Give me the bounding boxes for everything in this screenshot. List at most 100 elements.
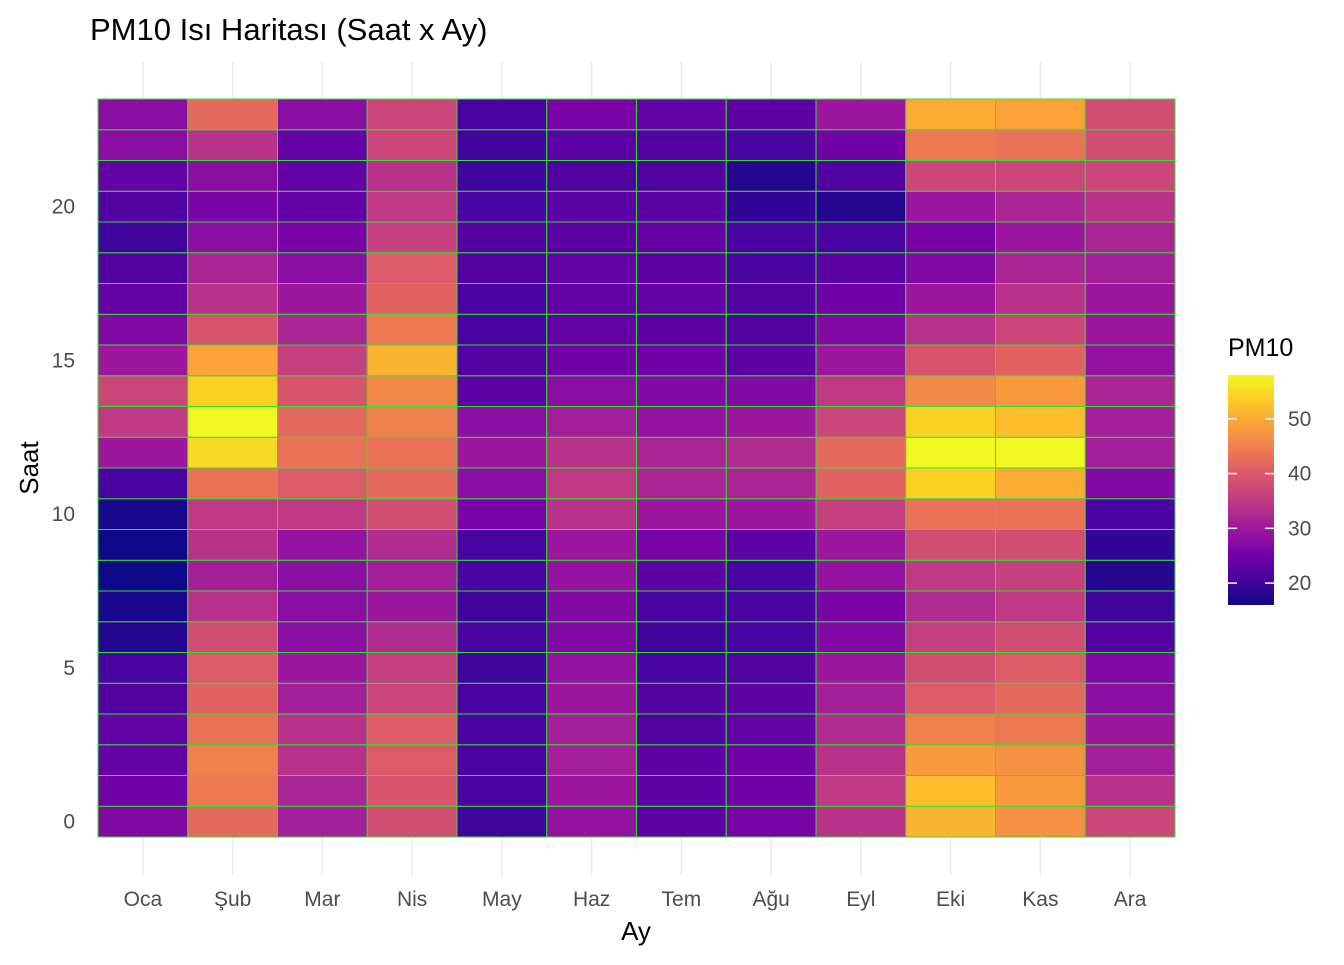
- heatmap-cell: [636, 344, 727, 377]
- heatmap-cell: [97, 313, 189, 346]
- heatmap-cell: [815, 98, 907, 131]
- heatmap-cell: [905, 252, 996, 284]
- heatmap-cell: [366, 313, 458, 346]
- heatmap-cell: [815, 682, 907, 715]
- heatmap-cell: [366, 190, 458, 223]
- heatmap-cell: [366, 283, 458, 315]
- heatmap-cell: [366, 221, 458, 254]
- heatmap-cell: [187, 252, 278, 284]
- heatmap-cell: [725, 467, 817, 500]
- heatmap-cell: [905, 805, 996, 838]
- heatmap-cell: [995, 344, 1086, 377]
- heatmap-cell: [456, 190, 548, 223]
- heatmap-cell: [366, 375, 458, 407]
- heatmap-cell: [366, 805, 458, 838]
- heatmap-cell: [366, 682, 458, 715]
- heatmap-cell: [815, 775, 907, 807]
- heatmap-cell: [187, 129, 278, 161]
- heatmap-cell: [636, 744, 727, 776]
- heatmap-cell: [1084, 805, 1176, 838]
- x-tick-label: Kas: [1022, 888, 1058, 911]
- heatmap-cell: [277, 406, 368, 438]
- heatmap-cell: [1084, 652, 1176, 684]
- heatmap-cell: [456, 375, 548, 407]
- heatmap-cell: [905, 375, 996, 407]
- heatmap-cell: [1084, 98, 1176, 131]
- legend-tick-label: 50: [1288, 408, 1311, 431]
- heatmap-cell: [546, 498, 637, 530]
- heatmap-cell: [815, 621, 907, 653]
- legend-tick-label: 30: [1288, 517, 1311, 540]
- heatmap-cell: [546, 652, 637, 684]
- heatmap-cell: [187, 621, 278, 653]
- heatmap-cell: [97, 590, 189, 623]
- heatmap-cell: [725, 775, 817, 807]
- x-tick-label: Eki: [936, 888, 965, 911]
- heatmap-cell: [995, 436, 1086, 469]
- heatmap-cell: [277, 805, 368, 838]
- legend-tick-label: 20: [1288, 572, 1311, 595]
- heatmap-cell: [815, 313, 907, 346]
- heatmap-cell: [97, 559, 189, 592]
- heatmap-cell: [725, 652, 817, 684]
- heatmap-cell: [456, 498, 548, 530]
- heatmap-cell: [97, 283, 189, 315]
- heatmap-cell: [187, 682, 278, 715]
- heatmap-cell: [815, 160, 907, 192]
- x-tick-label: Oca: [124, 888, 163, 911]
- heatmap-cell: [97, 344, 189, 377]
- heatmap-cell: [815, 190, 907, 223]
- heatmap-cell: [97, 190, 189, 223]
- heatmap-cell: [456, 467, 548, 500]
- heatmap-cell: [636, 98, 727, 131]
- heatmap-cell: [187, 375, 278, 407]
- x-tick-label: Eyl: [846, 888, 875, 911]
- heatmap-cell: [366, 406, 458, 438]
- heatmap-cell: [277, 344, 368, 377]
- heatmap-cell: [1084, 436, 1176, 469]
- heatmap-cell: [905, 621, 996, 653]
- heatmap-cell: [97, 221, 189, 254]
- legend-title: PM10: [1228, 334, 1293, 362]
- heatmap-cell: [815, 652, 907, 684]
- heatmap-cell: [277, 775, 368, 807]
- x-tick-label: May: [482, 888, 522, 911]
- x-tick-label: Ara: [1114, 888, 1147, 911]
- heatmap-cell: [636, 283, 727, 315]
- heatmap-cell: [905, 682, 996, 715]
- heatmap-cell: [366, 467, 458, 500]
- heatmap-cell: [546, 160, 637, 192]
- heatmap-cell: [277, 559, 368, 592]
- heatmap-cell: [546, 467, 637, 500]
- heatmap-cell: [97, 436, 189, 469]
- heatmap-cell: [277, 436, 368, 469]
- heatmap-cell: [995, 621, 1086, 653]
- heatmap-cell: [456, 713, 548, 746]
- y-tick-label: 5: [63, 657, 75, 680]
- x-tick-label: Nis: [397, 888, 427, 911]
- heatmap-cell: [366, 590, 458, 623]
- heatmap-cell: [1084, 313, 1176, 346]
- x-tick-label: Haz: [573, 888, 610, 911]
- heatmap-cell: [636, 682, 727, 715]
- heatmap-cell: [546, 98, 637, 131]
- heatmap-cell: [97, 529, 189, 561]
- heatmap-cell: [546, 713, 637, 746]
- heatmap-cell: [456, 160, 548, 192]
- heatmap-cell: [456, 406, 548, 438]
- heatmap-cell: [725, 283, 817, 315]
- heatmap-cell: [636, 559, 727, 592]
- heatmap-cell: [995, 559, 1086, 592]
- heatmap-cell: [277, 529, 368, 561]
- legend-tick-label: 40: [1288, 463, 1311, 486]
- heatmap-cell: [905, 98, 996, 131]
- heatmap-cell: [1084, 160, 1176, 192]
- heatmap-cell: [546, 129, 637, 161]
- heatmap-cell: [815, 283, 907, 315]
- heatmap-cell: [366, 713, 458, 746]
- heatmap-cell: [725, 621, 817, 653]
- heatmap-cell: [1084, 529, 1176, 561]
- heatmap-cell: [725, 129, 817, 161]
- heatmap-cell: [277, 313, 368, 346]
